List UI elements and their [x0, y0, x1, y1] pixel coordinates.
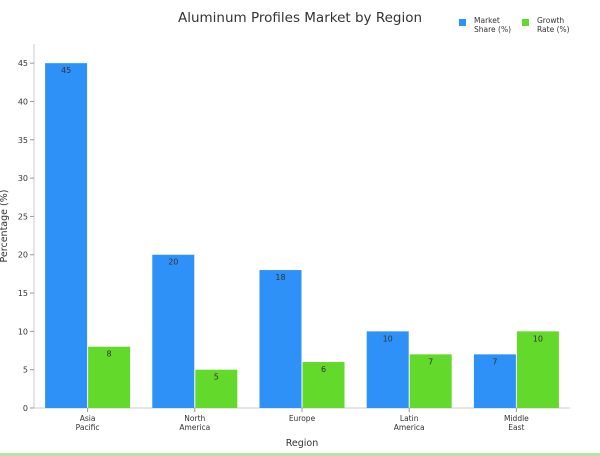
data-label: 45	[61, 66, 71, 75]
legend-label: Growth Rate (%)	[537, 16, 570, 34]
bar-series2	[88, 346, 131, 408]
data-label: 18	[275, 273, 285, 282]
data-label: 6	[321, 365, 326, 374]
y-axis-label: Percentage (%)	[0, 190, 10, 263]
y-tick-label: 0	[23, 404, 28, 413]
data-label: 20	[168, 258, 178, 267]
y-tick-label: 30	[18, 174, 28, 183]
data-label: 7	[428, 357, 433, 366]
y-tick-label: 15	[18, 289, 28, 298]
bar-series1	[45, 63, 88, 408]
plot-area: 0 5 10 15 20 25 30 35 40 45 45 8 Asia Pacific 20 5 North…	[18, 44, 570, 432]
chart-title: Aluminum Profiles Market by Region	[178, 10, 422, 26]
x-axis-label: Region	[286, 438, 319, 449]
legend-label: Market Share (%)	[474, 16, 511, 34]
legend-swatch	[459, 19, 466, 26]
bar-series2	[302, 362, 345, 408]
bar-series1	[473, 354, 516, 408]
x-tick-label: Middle East	[504, 414, 529, 432]
data-label: 10	[533, 334, 543, 343]
x-tick-label: Latin America	[394, 414, 425, 432]
bar-series1	[366, 331, 409, 408]
bar-series1	[259, 270, 302, 408]
y-tick-label: 40	[18, 97, 28, 106]
data-label: 8	[107, 350, 112, 359]
x-tick-label: North America	[179, 414, 210, 432]
data-label: 7	[492, 357, 497, 366]
bar-series2	[195, 369, 238, 408]
y-tick-label: 45	[18, 59, 28, 68]
bottom-divider	[0, 453, 600, 456]
y-tick-label: 20	[18, 251, 28, 260]
x-tick-label: Asia Pacific	[76, 414, 100, 432]
y-tick-label: 10	[18, 327, 28, 336]
bar-series1	[152, 254, 195, 408]
x-tick-label: Europe	[289, 414, 316, 423]
y-tick-label: 35	[18, 136, 28, 145]
y-tick-label: 25	[18, 212, 28, 221]
y-tick-label: 5	[23, 366, 28, 375]
data-label: 10	[383, 334, 393, 343]
legend-swatch	[522, 19, 529, 26]
bar-series2	[409, 354, 452, 408]
data-label: 5	[214, 373, 219, 382]
legend: Market Share (%) Growth Rate (%)	[459, 16, 570, 34]
bar-series2	[516, 331, 559, 408]
